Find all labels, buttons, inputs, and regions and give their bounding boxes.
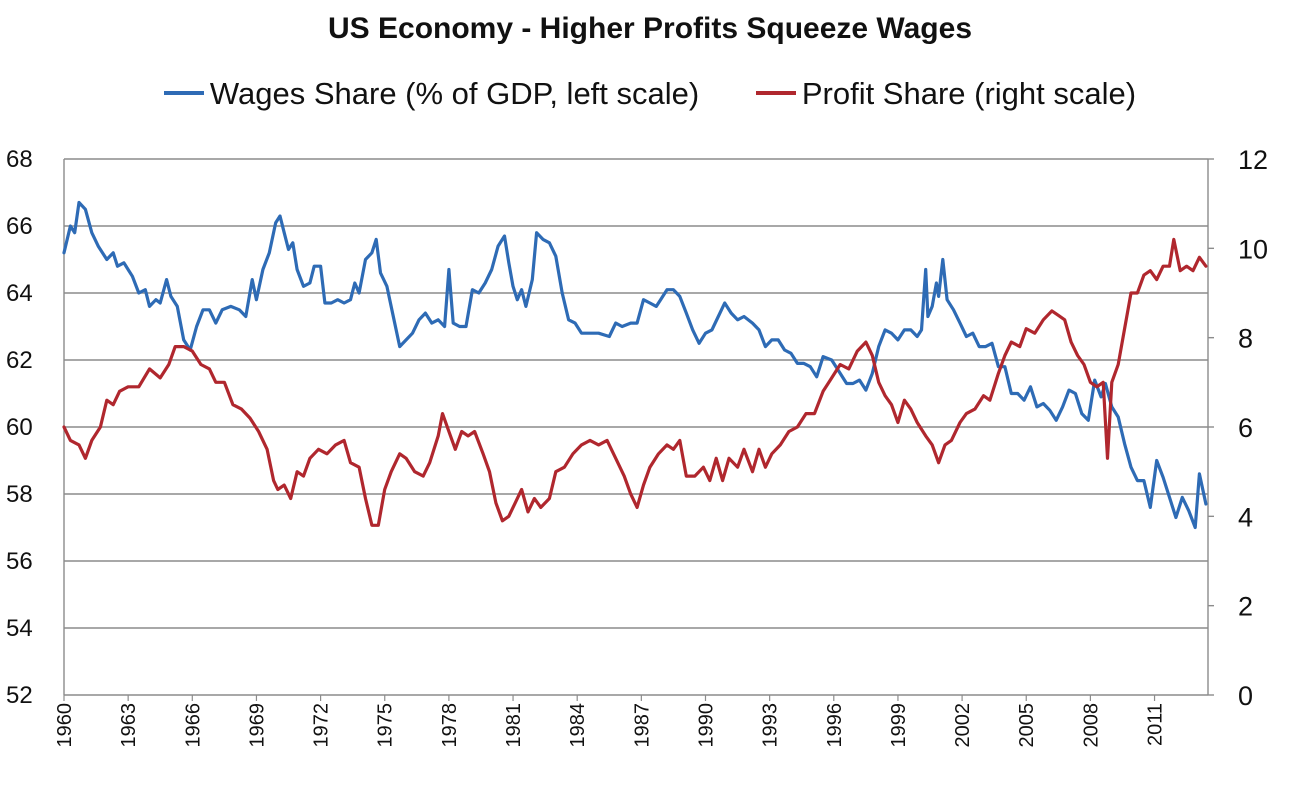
legend-swatch-profit: [755, 90, 796, 95]
chart-title: US Economy - Higher Profits Squeeze Wage…: [327, 12, 973, 45]
x-tick-1960: 1960: [54, 703, 76, 748]
y-left-tick-52: 52: [6, 682, 33, 709]
axes: [63, 158, 1214, 701]
y-right-tick-0: 0: [1238, 681, 1253, 711]
y-left-tick-62: 62: [6, 347, 33, 374]
legend-item-profit: Profit Share (right scale): [755, 76, 1137, 112]
legend-item-wages: Wages Share (% of GDP, left scale): [163, 76, 700, 112]
legend-swatch-wages: [163, 90, 204, 95]
x-tick-1978: 1978: [439, 703, 461, 748]
x-tick-1996: 1996: [824, 703, 846, 748]
x-tick-2008: 2008: [1080, 703, 1102, 748]
legend-label-profit: Profit Share (right scale): [801, 76, 1137, 111]
y-right-tick-8: 8: [1238, 324, 1253, 354]
x-tick-1975: 1975: [375, 703, 397, 748]
x-tick-1984: 1984: [567, 703, 589, 748]
y-right-tick-2: 2: [1238, 592, 1253, 622]
x-tick-2011: 2011: [1145, 703, 1167, 746]
y-left-tick-66: 66: [6, 213, 33, 240]
x-tick-1993: 1993: [760, 703, 782, 748]
y-left-tick-68: 68: [6, 146, 33, 173]
x-tick-1981: 1981: [503, 703, 525, 748]
series-lines: [62, 200, 1208, 530]
legend: Wages Share (% of GDP, left scale) Profi…: [0, 76, 1300, 112]
y-left-tick-54: 54: [6, 615, 33, 642]
x-tick-1966: 1966: [182, 703, 204, 748]
y-left-tick-60: 60: [6, 414, 33, 441]
x-tick-1963: 1963: [118, 703, 140, 748]
x-tick-1972: 1972: [311, 703, 333, 748]
y-right-tick-6: 6: [1238, 413, 1253, 443]
x-tick-1990: 1990: [695, 703, 717, 748]
x-tick-1987: 1987: [631, 703, 653, 748]
series-line-wages-share: [62, 200, 1208, 530]
x-tick-1969: 1969: [246, 703, 268, 748]
y-right-tick-4: 4: [1238, 502, 1253, 532]
series-line-profit-share: [62, 237, 1208, 527]
x-tick-1999: 1999: [888, 703, 910, 748]
y-left-tick-64: 64: [6, 280, 33, 307]
y-right-tick-12: 12: [1238, 145, 1268, 175]
y-left-tick-58: 58: [6, 481, 33, 508]
x-tick-2005: 2005: [1016, 703, 1038, 748]
y-left-tick-56: 56: [6, 548, 33, 575]
x-tick-2002: 2002: [952, 703, 974, 748]
gridlines: [64, 158, 1208, 629]
legend-label-wages: Wages Share (% of GDP, left scale): [209, 76, 700, 111]
y-right-tick-10: 10: [1238, 234, 1268, 264]
